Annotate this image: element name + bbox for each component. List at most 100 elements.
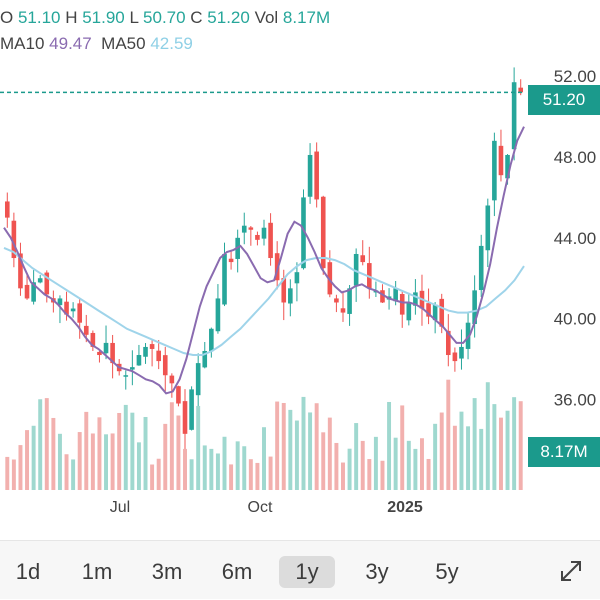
volume-bar bbox=[235, 441, 240, 490]
candle-body bbox=[446, 330, 451, 356]
candle-body bbox=[195, 363, 201, 396]
candle-body bbox=[24, 284, 30, 299]
candle-body bbox=[485, 205, 491, 251]
candle-body bbox=[432, 304, 438, 321]
candle-body bbox=[123, 375, 129, 377]
volume-bar bbox=[485, 382, 490, 490]
volume-bar bbox=[222, 436, 227, 490]
volume-bar bbox=[347, 448, 352, 490]
timeframe-1m[interactable]: 1m bbox=[81, 559, 113, 584]
volume-bar bbox=[117, 412, 122, 490]
candle-body bbox=[399, 294, 405, 315]
volume-bar bbox=[380, 460, 385, 490]
ohlc-value-l: 50.70 bbox=[143, 8, 191, 27]
price-chart[interactable]: 52.00 48.00 44.00 40.00 36.00 Jul Oct 2025 bbox=[0, 60, 600, 530]
candle-body bbox=[215, 298, 221, 332]
volume-bar bbox=[130, 412, 135, 490]
timeframe-5y[interactable]: 5y bbox=[435, 559, 459, 584]
timeframe-1y[interactable]: 1y bbox=[279, 556, 335, 588]
volume-bar bbox=[136, 442, 141, 490]
candle-body bbox=[143, 346, 148, 357]
timeframe-selector: 1d 1m 3m 6m 1y 3y 5y bbox=[0, 540, 600, 599]
volume-bar bbox=[77, 432, 82, 490]
volume-bar bbox=[262, 427, 266, 490]
y-tick-label: 40.00 bbox=[554, 310, 597, 329]
candle-body bbox=[459, 346, 464, 359]
y-tick-label: 52.00 bbox=[554, 67, 597, 86]
candle-body bbox=[182, 401, 188, 434]
ohlc-key-l: L bbox=[129, 8, 144, 27]
volume-bar bbox=[433, 423, 438, 490]
volume-bar bbox=[314, 403, 319, 490]
volume-bar bbox=[229, 464, 234, 490]
ohlc-key-o: O bbox=[0, 8, 18, 27]
volume-bar bbox=[413, 448, 418, 490]
candle-body bbox=[426, 303, 431, 317]
candle-body bbox=[406, 302, 412, 321]
ma50-line bbox=[3, 246, 525, 356]
candle-body bbox=[301, 197, 306, 269]
volume-bar bbox=[387, 401, 392, 490]
candle-body bbox=[393, 288, 398, 302]
volume-bar bbox=[472, 398, 477, 490]
candle-body bbox=[64, 301, 69, 315]
volume-bar bbox=[288, 409, 293, 490]
timeframe-3m[interactable]: 3m bbox=[151, 559, 183, 584]
candle-body bbox=[360, 255, 366, 263]
y-tick-label: 48.00 bbox=[554, 148, 597, 167]
volume-bar bbox=[143, 416, 148, 490]
expand-diagonal-icon[interactable] bbox=[556, 556, 586, 586]
ma10-value: 49.47 bbox=[49, 34, 92, 53]
candle-body bbox=[472, 290, 477, 325]
volume-bar bbox=[242, 446, 247, 490]
candle-body bbox=[261, 227, 267, 239]
candle-body bbox=[162, 355, 168, 376]
ohlc-value-vol: 8.17M bbox=[282, 8, 331, 27]
volume-bar bbox=[57, 433, 62, 490]
candle-body bbox=[189, 389, 194, 430]
candle-body bbox=[31, 282, 36, 302]
candle-body bbox=[353, 253, 359, 286]
volume-bar bbox=[301, 396, 306, 490]
volume-bar bbox=[308, 412, 313, 490]
candle-body bbox=[222, 253, 227, 305]
volume-bar bbox=[439, 412, 444, 490]
timeframe-3y[interactable]: 3y bbox=[365, 559, 389, 584]
candle-body bbox=[248, 227, 254, 230]
candle-body bbox=[439, 298, 445, 327]
volume-bar bbox=[373, 436, 378, 490]
volume-bar bbox=[479, 428, 484, 490]
x-tick-label: 2025 bbox=[387, 499, 423, 516]
candle-body bbox=[478, 245, 484, 291]
volume-bar bbox=[84, 411, 89, 490]
candle-body bbox=[130, 367, 135, 370]
candle-body bbox=[176, 386, 181, 404]
candle-body bbox=[209, 328, 214, 352]
candle-body bbox=[518, 87, 524, 93]
volume-bar bbox=[90, 433, 95, 490]
timeframe-6m[interactable]: 6m bbox=[221, 559, 253, 584]
candle-body bbox=[136, 355, 142, 366]
x-tick-label: Oct bbox=[248, 499, 273, 516]
volume-bar bbox=[123, 404, 128, 490]
ohlc-readout: O 51.10 H 51.90 L 50.70 C 51.20 Vol 8.17… bbox=[0, 8, 330, 28]
volume-bar bbox=[505, 410, 510, 490]
candle-body bbox=[347, 288, 352, 314]
volume-bar bbox=[209, 448, 214, 490]
volume-bar bbox=[512, 397, 517, 490]
candle-body bbox=[314, 151, 319, 200]
candle-body bbox=[505, 154, 510, 179]
candle-body bbox=[110, 342, 115, 364]
candle-body bbox=[511, 82, 517, 150]
candle-body bbox=[413, 292, 418, 306]
candle-body bbox=[97, 351, 102, 356]
moving-average-readout: MA10 49.47 MA50 42.59 bbox=[0, 34, 193, 54]
timeframe-1d[interactable]: 1d bbox=[15, 559, 41, 584]
volume-bar bbox=[406, 440, 411, 490]
candle-body bbox=[380, 290, 385, 303]
ohlc-key-h: H bbox=[65, 8, 83, 27]
volume-bar bbox=[156, 458, 161, 490]
y-tick-label: 44.00 bbox=[554, 229, 597, 248]
volume-bar bbox=[176, 415, 181, 490]
volume-bar bbox=[189, 459, 194, 490]
